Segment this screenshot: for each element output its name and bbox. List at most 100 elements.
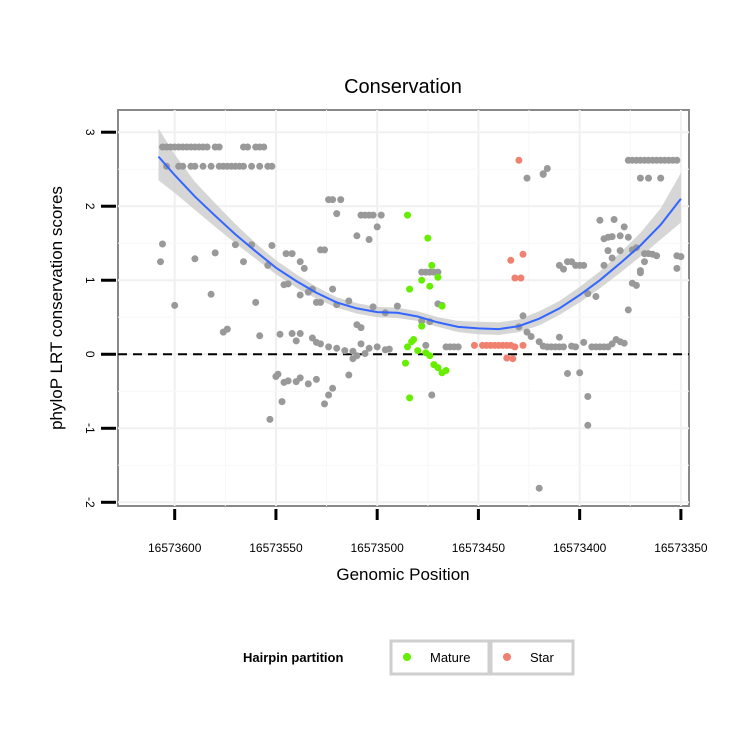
data-point-other (296, 258, 304, 266)
data-point-other (329, 285, 337, 293)
data-point-other (252, 298, 260, 306)
data-point-other (624, 306, 632, 314)
data-point-mature (406, 394, 414, 402)
data-point-other (620, 223, 628, 231)
data-point-star (511, 343, 519, 351)
data-point-other (454, 343, 462, 351)
data-point-other (284, 377, 292, 385)
data-point-other (576, 369, 584, 377)
data-point-other (580, 261, 588, 269)
data-point-other (543, 165, 551, 172)
data-point-other (624, 233, 632, 241)
data-point-other (632, 281, 640, 289)
smooth-curve-layer (157, 155, 682, 331)
data-point-other (191, 255, 199, 263)
data-point-other (600, 261, 608, 269)
x-axis-title: Genomic Position (336, 565, 469, 584)
data-point-mature (434, 273, 442, 281)
data-point-other (341, 347, 349, 355)
data-point-other (317, 298, 324, 306)
data-point-star (507, 256, 515, 264)
data-point-other (191, 162, 199, 170)
data-point-mature (406, 285, 414, 293)
data-point-other (616, 247, 624, 255)
data-point-other (171, 301, 179, 309)
data-point-other (677, 253, 685, 261)
data-point-other (353, 232, 361, 240)
chart-title: Conservation (344, 76, 462, 98)
data-point-other (604, 247, 612, 255)
data-point-other (296, 374, 304, 382)
data-point-other (333, 210, 341, 218)
data-point-other (393, 302, 401, 310)
data-point-mature (404, 343, 411, 351)
data-point-other (616, 232, 624, 240)
x-tick-label: 16573500 (350, 541, 404, 555)
x-tick-label: 16573450 (452, 541, 506, 555)
x-tick-label: 16573400 (553, 541, 607, 555)
data-point-other (365, 344, 373, 352)
data-point-other (248, 162, 256, 170)
data-point-other (282, 250, 290, 258)
data-point-other (157, 258, 164, 266)
data-point-other (312, 375, 320, 383)
data-point-other (244, 143, 252, 151)
data-point-other (592, 293, 600, 300)
data-point-other (373, 223, 381, 231)
data-point-other (385, 345, 393, 353)
legend-item-mature: Mature (389, 639, 491, 676)
data-point-mature (428, 261, 436, 269)
data-point-other (223, 325, 231, 333)
data-point-other (428, 391, 436, 399)
data-point-other (256, 332, 264, 340)
data-point-other (207, 290, 215, 298)
data-point-other (231, 241, 239, 249)
data-point-other (580, 338, 588, 346)
data-point-other (215, 143, 223, 151)
data-point-mature (426, 352, 434, 360)
data-point-other (296, 330, 304, 337)
data-point-other (527, 333, 535, 340)
legend-swatch-star (503, 653, 511, 661)
data-point-other (203, 143, 211, 151)
data-point-other (369, 211, 377, 219)
data-point-other (337, 196, 345, 204)
data-point-other (584, 393, 592, 400)
data-point-other (266, 415, 274, 423)
legend-swatch-mature (403, 653, 411, 661)
data-point-mature (418, 322, 426, 330)
data-point-other (296, 291, 304, 299)
data-point-other (278, 398, 286, 406)
y-axis-title: phyloP LRT conservation scores (47, 186, 66, 430)
data-point-other (608, 233, 616, 241)
data-point-other (207, 162, 215, 170)
x-axis: 16573600 16573550 16573500 16573450 16573400… (148, 509, 708, 555)
data-point-other (345, 297, 353, 305)
data-point-other (608, 254, 616, 262)
data-point-other (288, 330, 296, 337)
data-point-other (357, 324, 365, 332)
data-point-other (620, 339, 628, 347)
data-point-other (317, 340, 324, 348)
data-point-other (641, 258, 648, 266)
data-point-other (300, 264, 308, 272)
data-point-mature (438, 302, 446, 310)
data-point-other (321, 400, 328, 408)
data-point-other (325, 343, 333, 351)
data-point-other (199, 162, 207, 170)
legend-label-mature: Mature (430, 650, 470, 665)
data-point-star (517, 274, 525, 282)
legend: Hairpin partition Mature Star (243, 639, 575, 676)
data-point-other (418, 317, 426, 325)
data-point-other (256, 162, 264, 170)
data-point-star (470, 341, 478, 349)
data-point-other (584, 421, 592, 429)
data-point-other (365, 236, 373, 243)
legend-label-star: Star (530, 650, 555, 665)
plot-panel (117, 109, 690, 507)
data-point-other (645, 174, 652, 182)
legend-item-star: Star (489, 639, 575, 676)
data-point-other (539, 170, 547, 178)
data-point-star (503, 354, 511, 362)
